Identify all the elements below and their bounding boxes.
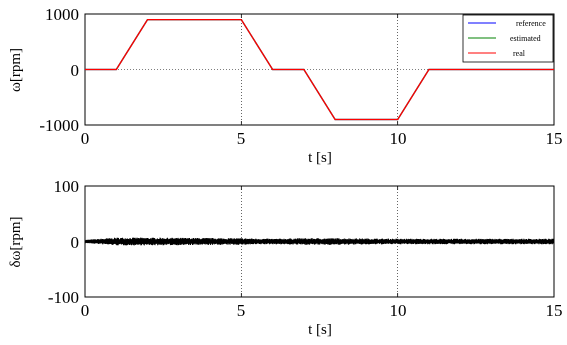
error-y-tick-label: 0 xyxy=(71,233,80,252)
error-x-tick-label: 10 xyxy=(390,301,407,320)
speed-x-tick-label: 0 xyxy=(81,129,90,148)
speed-x-axis-label: t [s] xyxy=(308,150,332,166)
legend-label-reference: reference xyxy=(516,19,546,28)
speed-axes: 0 5 10 15 1000 0 -1000 t [s] ω[rpm] refe… xyxy=(8,5,563,166)
speed-y-axis-label: ω[rpm] xyxy=(8,48,24,92)
error-x-tick-label: 5 xyxy=(237,301,246,320)
error-y-tick-label: -100 xyxy=(48,288,79,307)
speed-y-tick-label: 0 xyxy=(71,61,80,80)
error-x-axis-label: t [s] xyxy=(308,322,332,338)
error-y-ticks: 100 0 -100 xyxy=(48,177,79,307)
speed-y-tick-label: 1000 xyxy=(45,5,79,24)
speed-series xyxy=(85,18,554,121)
speed-x-ticks: 0 5 10 15 xyxy=(81,129,563,148)
speed-x-tick-label: 15 xyxy=(546,129,563,148)
error-x-tick-label: 0 xyxy=(81,301,90,320)
speed-x-tick-label: 5 xyxy=(237,129,246,148)
series-line-real xyxy=(85,18,554,121)
speed-y-tick-label: -1000 xyxy=(39,116,79,135)
error-series xyxy=(84,237,555,246)
speed-legend: reference estimated real xyxy=(462,14,554,63)
legend-label-estimated: estimated xyxy=(510,34,541,43)
error-y-tick-label: 100 xyxy=(54,177,80,196)
legend-label-real: real xyxy=(513,49,526,58)
error-signal-trace xyxy=(84,237,555,246)
error-axes: 0 5 10 15 100 0 -100 t [s] δω[rpm] xyxy=(8,177,563,338)
error-x-tick-label: 15 xyxy=(546,301,563,320)
error-y-axis-label: δω[rpm] xyxy=(8,216,24,267)
error-x-ticks: 0 5 10 15 xyxy=(81,301,563,320)
speed-x-tick-label: 10 xyxy=(390,129,407,148)
speed-y-ticks: 1000 0 -1000 xyxy=(39,5,79,135)
